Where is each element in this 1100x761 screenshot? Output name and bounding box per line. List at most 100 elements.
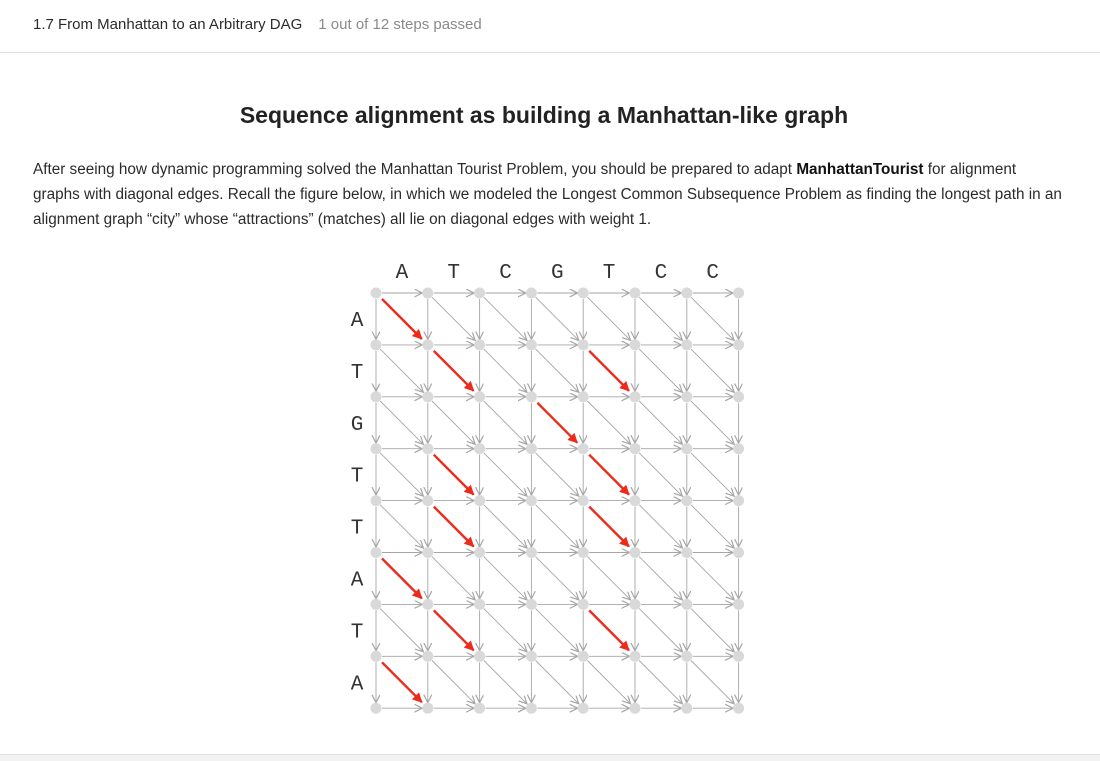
graph-node	[422, 339, 434, 351]
page-title: Sequence alignment as building a Manhatt…	[239, 102, 849, 128]
diagonal-edge	[483, 556, 527, 600]
graph-node	[577, 443, 589, 455]
graph-node	[577, 391, 589, 403]
side-sequence-letter: T	[351, 621, 364, 644]
graph-node	[474, 339, 486, 351]
graph-node	[681, 702, 693, 714]
graph-node	[733, 495, 745, 507]
diagonal-edge	[690, 400, 734, 444]
graph-node	[629, 339, 641, 351]
match-edge	[381, 557, 423, 600]
diagonal-edge	[483, 660, 527, 704]
graph-node	[525, 650, 537, 662]
match-edge	[432, 505, 475, 548]
diagonal-edge	[638, 608, 682, 652]
match-edge	[381, 298, 423, 340]
graph-node	[681, 391, 693, 403]
diagonal-edge	[690, 452, 734, 496]
side-sequence-letter: T	[351, 362, 364, 385]
graph-node	[629, 495, 641, 507]
diagonal-edge	[483, 400, 527, 444]
graph-node	[733, 598, 745, 610]
top-bar: 1.7 From Manhattan to an Arbitrary DAG 1…	[0, 0, 1100, 53]
match-edge	[432, 453, 475, 496]
paragraph-text-end: for alignment graphs with diagonal edges…	[33, 161, 1062, 228]
graph-node	[681, 287, 693, 299]
graph-node	[525, 495, 537, 507]
graph-node	[681, 339, 693, 351]
diagonal-edge	[690, 504, 734, 548]
side-sequence-letter: G	[351, 414, 364, 437]
graph-node	[525, 702, 537, 714]
graph-node	[733, 443, 745, 455]
match-edge	[536, 401, 579, 444]
diagonal-edge	[535, 348, 579, 392]
diagonal-edge	[587, 556, 630, 600]
diagonal-edge	[638, 660, 682, 704]
graph-node	[681, 495, 693, 507]
breadcrumb[interactable]: 1.7 From Manhattan to an Arbitrary DAG	[33, 15, 303, 33]
match-edge	[432, 609, 475, 652]
diagonal-edge	[431, 296, 475, 340]
graph-node	[577, 547, 589, 558]
diagonal-edge	[483, 504, 527, 548]
diagonal-edge	[587, 296, 630, 340]
side-sequence-letter: T	[351, 466, 364, 489]
top-sequence-letter: C	[655, 262, 668, 285]
graph-node	[629, 391, 641, 403]
graph-node	[370, 287, 382, 299]
diagonal-edge	[431, 660, 475, 704]
diagonal-edge	[379, 452, 423, 496]
side-sequence-letter: A	[351, 310, 364, 333]
diagonal-edge	[535, 504, 579, 548]
diagonal-edge	[535, 452, 579, 496]
graph-node	[525, 339, 537, 351]
match-edge	[588, 453, 630, 496]
diagonal-edge	[690, 556, 734, 600]
graph-node	[525, 287, 537, 299]
diagonal-edge	[638, 452, 682, 496]
graph-node	[370, 702, 382, 714]
graph-node	[577, 287, 589, 299]
graph-node	[681, 650, 693, 662]
diagonal-edge	[690, 296, 734, 340]
graph-node	[733, 702, 745, 714]
graph-node	[474, 391, 486, 403]
graph-node	[525, 443, 537, 455]
graph-node	[370, 443, 382, 455]
diagonal-edge	[535, 556, 579, 600]
side-sequence-letter: A	[351, 569, 364, 592]
graph-node	[577, 339, 589, 351]
graph-node	[370, 547, 382, 558]
diagonal-edge	[587, 400, 630, 444]
alignment-graph-figure: A T C G T C C A T G T T A T A	[351, 262, 745, 714]
graph-node	[474, 547, 486, 558]
diagonal-edge	[690, 660, 734, 704]
side-sequence-letter: A	[351, 673, 364, 696]
graph-node	[525, 547, 537, 558]
graph-node	[629, 598, 641, 610]
diagonal-edge	[379, 348, 423, 392]
match-edge	[588, 350, 630, 392]
graph-node	[629, 443, 641, 455]
graph-node	[370, 598, 382, 610]
graph-node	[474, 702, 486, 714]
diagonal-edge	[535, 660, 579, 704]
graph-node	[474, 443, 486, 455]
match-edge	[432, 350, 475, 392]
graph-node	[422, 495, 434, 507]
graph-node	[733, 287, 745, 299]
graph-node	[577, 702, 589, 714]
diagonal-edge	[431, 556, 475, 600]
graph-node	[577, 650, 589, 662]
graph-node	[370, 650, 382, 662]
graph-node	[370, 495, 382, 507]
diagonal-edge	[379, 400, 423, 444]
graph-node	[525, 391, 537, 403]
top-sequence-letter: C	[499, 262, 512, 285]
graph-node	[733, 339, 745, 351]
diagonal-edge	[638, 400, 682, 444]
graph-node	[474, 287, 486, 299]
side-sequence-letter: T	[351, 518, 364, 541]
graph-node	[681, 547, 693, 558]
